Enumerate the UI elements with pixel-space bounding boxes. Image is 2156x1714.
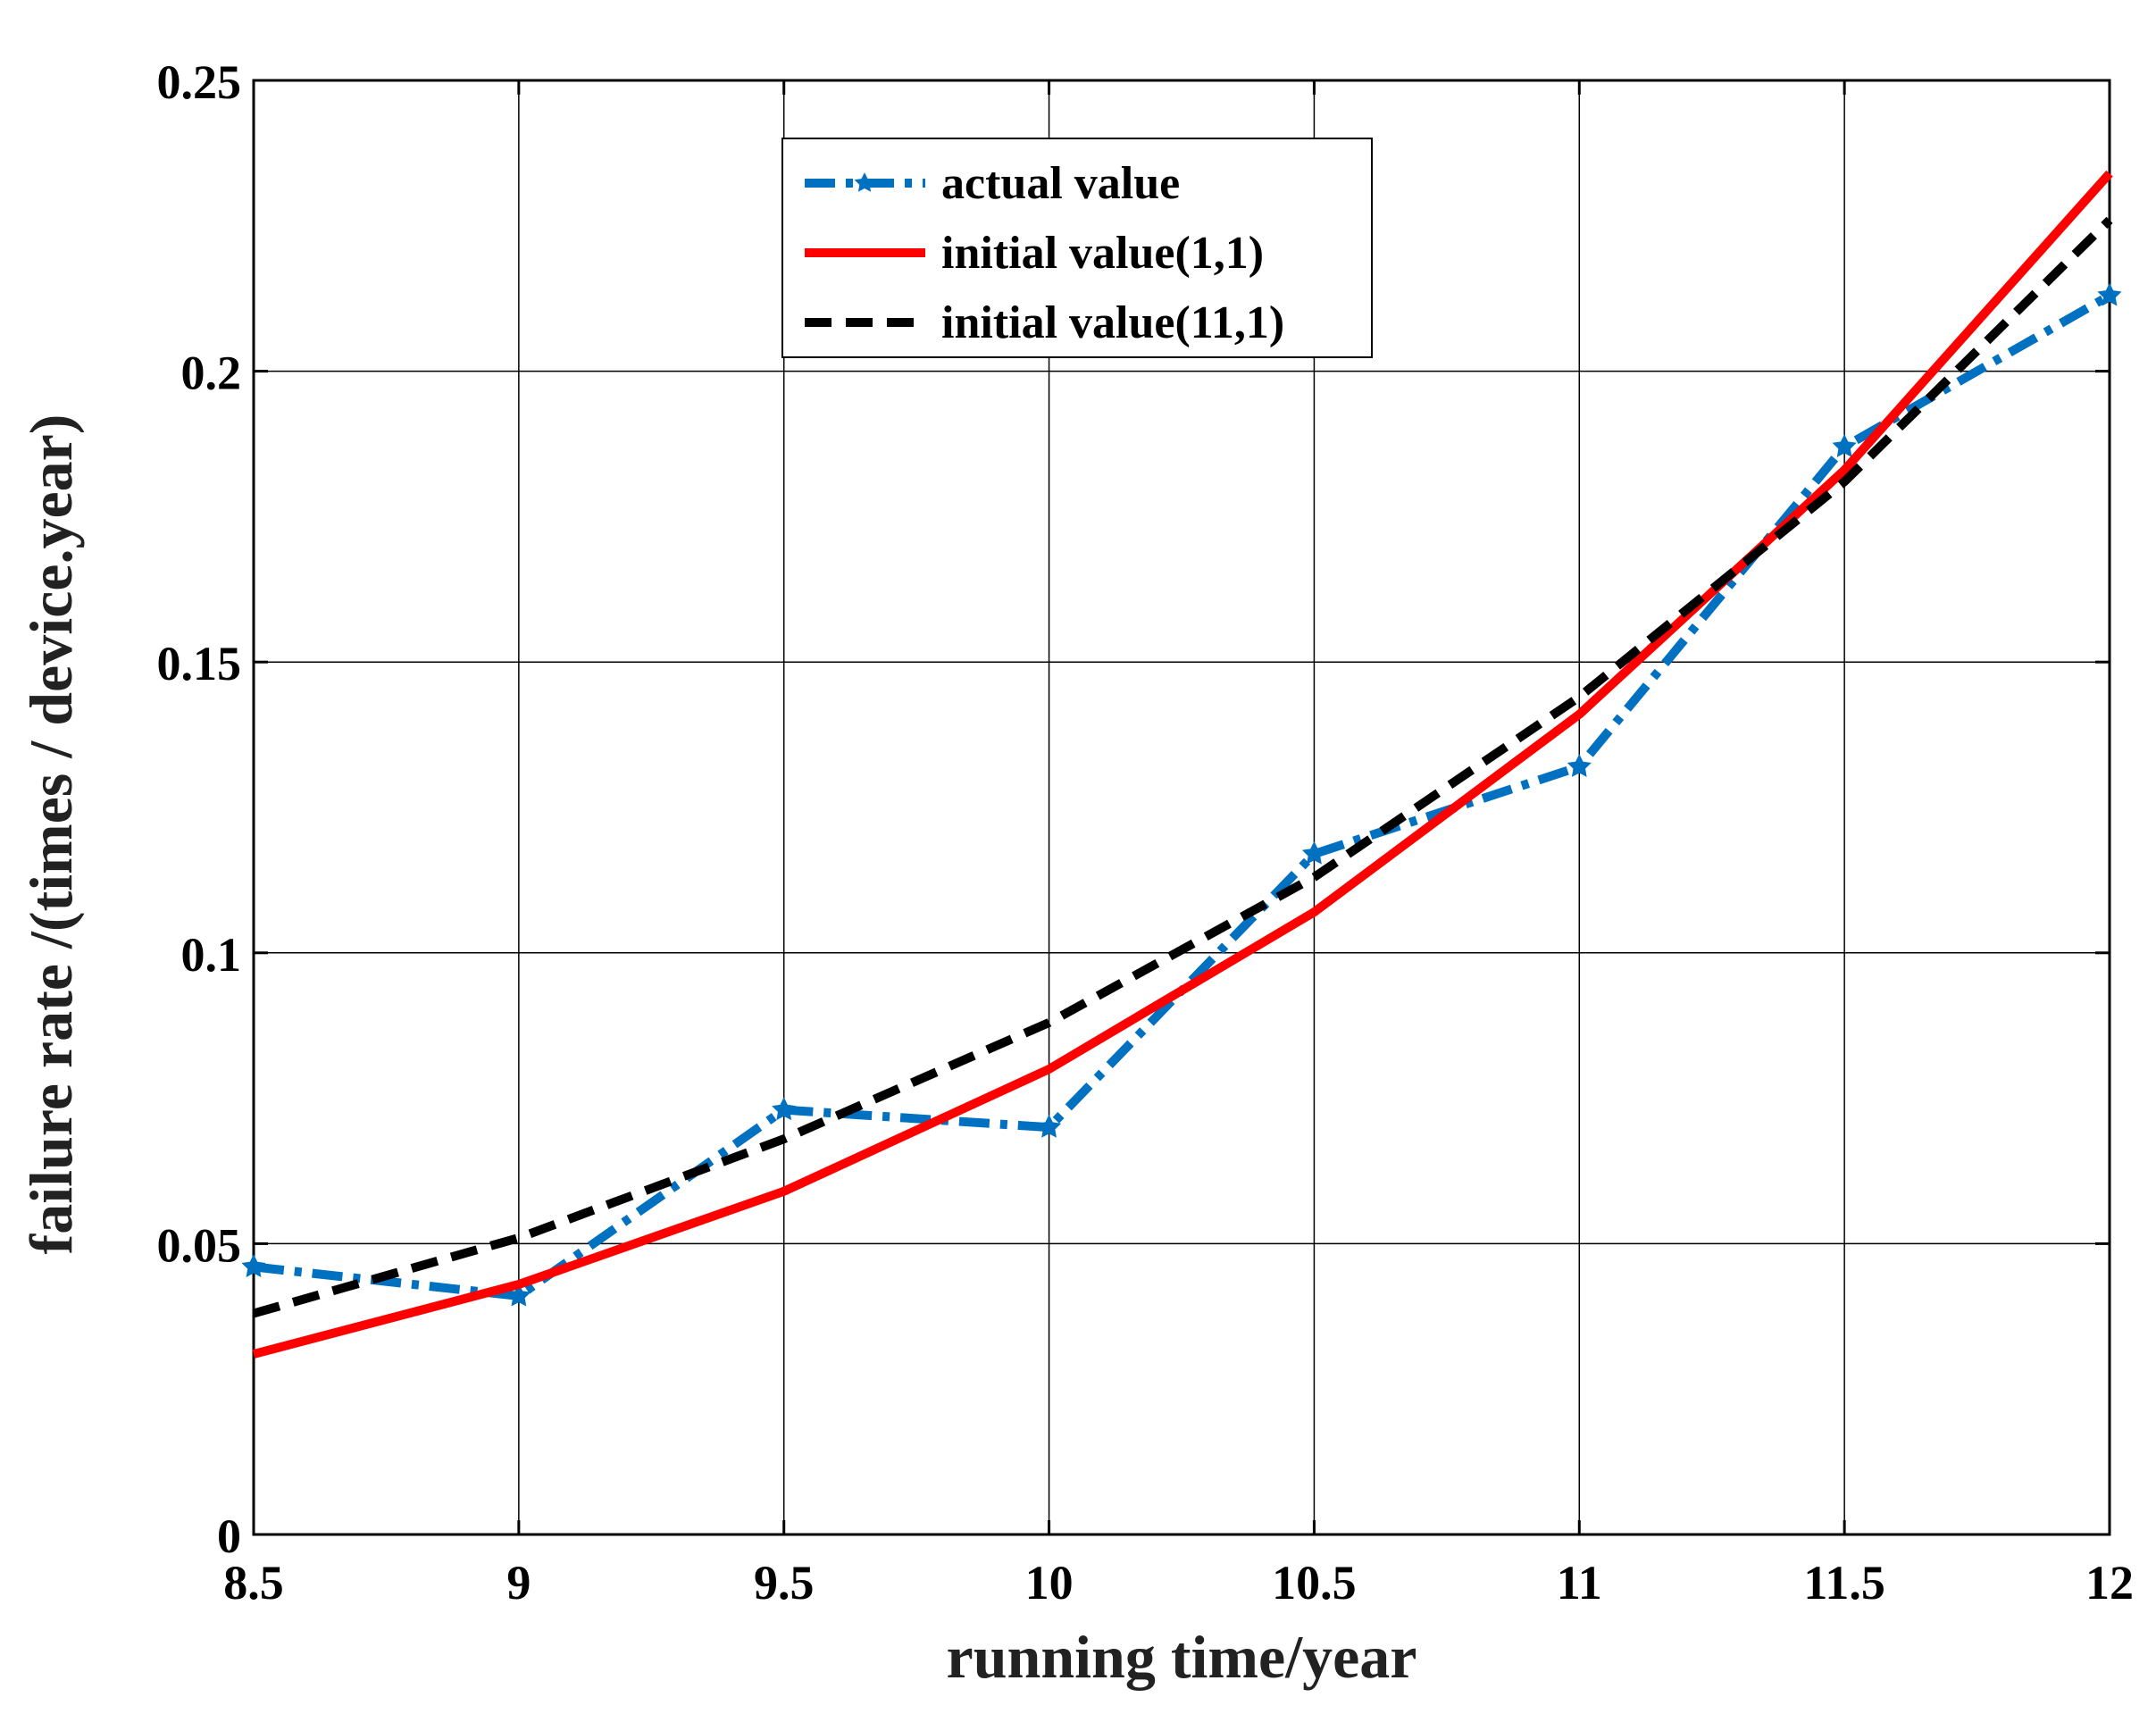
legend-box: [781, 138, 1373, 358]
legend-marker: [854, 172, 875, 192]
y-tick-label: 0.25: [157, 55, 242, 109]
y-tick-label: 0: [217, 1509, 241, 1563]
y-tick-label: 0.1: [181, 928, 242, 982]
y-axis-tick-labels: 0 0.05 0.1 0.15 0.2 0.25: [157, 55, 242, 1563]
series-line: [252, 216, 2113, 1318]
data-point-marker: [241, 1254, 266, 1278]
data-point-marker: [2097, 282, 2122, 306]
legend: actual value initial value(1,1) initial va…: [781, 138, 1373, 358]
x-tick-label: 9: [506, 1556, 531, 1609]
data-series: [241, 170, 2122, 1359]
data-point-marker: [506, 1283, 531, 1307]
legend-label: initial value(1,1): [941, 228, 1264, 279]
x-tick-label: 10: [1025, 1556, 1074, 1609]
x-axis-tick-labels: 8.5 9 9.5 10 10.5 11 11.5 12: [223, 1556, 2134, 1609]
x-tick-label: 11.5: [1803, 1556, 1885, 1609]
axis-ticks: [252, 79, 2111, 1536]
legend-label: actual value: [941, 158, 1180, 209]
data-point-marker: [1832, 434, 1857, 457]
legend-entry: initial value(1,1): [805, 228, 1264, 279]
data-point-marker: [1567, 754, 1592, 777]
data-point-marker: [1301, 840, 1326, 865]
series-line: [252, 170, 2113, 1359]
legend-entry: initial value(11,1): [805, 297, 1284, 348]
x-tick-label: 8.5: [223, 1556, 284, 1609]
x-tick-label: 10.5: [1272, 1556, 1357, 1609]
x-tick-label: 12: [2085, 1556, 2134, 1609]
x-axis-label: running time/year: [947, 1623, 1417, 1691]
data-point-marker: [772, 1097, 797, 1121]
y-tick-label: 0.15: [157, 637, 242, 690]
x-tick-label: 9.5: [754, 1556, 815, 1609]
plot-area-frame: [252, 79, 2111, 1536]
x-tick-label: 11: [1557, 1556, 1602, 1609]
y-axis-label: failure rate /(times / device.year): [17, 414, 85, 1255]
series-initial_1_1: [252, 170, 2113, 1359]
y-tick-label: 0.2: [181, 347, 242, 400]
legend-entry: actual value: [805, 158, 1180, 209]
data-point-marker: [1037, 1114, 1062, 1138]
legend-label: initial value(11,1): [941, 297, 1284, 348]
series-initial_11_1: [252, 216, 2113, 1318]
y-tick-label: 0.05: [157, 1218, 242, 1272]
